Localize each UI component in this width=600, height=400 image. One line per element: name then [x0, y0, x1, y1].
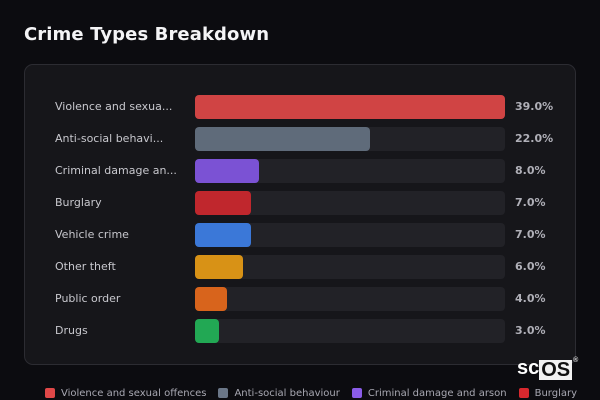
legend-item[interactable]: Burglary — [518, 386, 578, 400]
bar-row: Criminal damage an... 8.0% — [25, 159, 575, 183]
watermark-highlight: OS — [539, 359, 573, 381]
chart-card: Violence and sexua... 39.0% Anti-social be… — [24, 64, 576, 365]
bar-value: 8.0% — [515, 164, 546, 177]
bar-label: Criminal damage an... — [55, 164, 177, 177]
bar-row: Burglary 7.0% — [25, 191, 575, 215]
legend-label: Anti-social behaviour — [234, 387, 340, 399]
bar-track — [195, 287, 505, 311]
bar-label: Vehicle crime — [55, 228, 129, 241]
bar-track — [195, 319, 505, 343]
bar-row: Public order 4.0% — [25, 287, 575, 311]
bar-value: 4.0% — [515, 292, 546, 305]
bar-fill[interactable] — [195, 95, 505, 119]
bar-fill[interactable] — [195, 127, 370, 151]
watermark-reg: ® — [573, 357, 579, 364]
legend-label: Burglary — [534, 387, 578, 399]
bar-row: Drugs 3.0% — [25, 319, 575, 343]
watermark-logo: sc OS ® — [517, 357, 578, 380]
legend-item[interactable]: Criminal damage and arson — [351, 386, 507, 400]
bar-label: Violence and sexua... — [55, 100, 173, 113]
bar-fill[interactable] — [195, 191, 251, 215]
bar-label: Public order — [55, 292, 121, 305]
bar-fill[interactable] — [195, 159, 259, 183]
bar-row: Anti-social behavi... 22.0% — [25, 127, 575, 151]
page-title: Crime Types Breakdown — [24, 24, 270, 45]
bar-row: Violence and sexua... 39.0% — [25, 95, 575, 119]
bar-track — [195, 255, 505, 279]
bar-label: Other theft — [55, 260, 116, 273]
legend-swatch-icon — [518, 388, 529, 398]
bar-fill[interactable] — [195, 223, 251, 247]
legend-label: Criminal damage and arson — [367, 387, 507, 399]
watermark-prefix: sc — [517, 357, 540, 379]
legend-swatch-icon — [44, 388, 55, 398]
bar-value: 39.0% — [515, 100, 554, 113]
bar-label: Burglary — [55, 196, 102, 209]
bar-value: 7.0% — [515, 228, 546, 241]
bar-value: 3.0% — [515, 324, 546, 337]
bar-track — [195, 95, 505, 119]
bar-track — [195, 223, 505, 247]
bar-row: Vehicle crime 7.0% — [25, 223, 575, 247]
bar-value: 7.0% — [515, 196, 546, 209]
legend-swatch-icon — [351, 388, 362, 398]
legend-item[interactable]: Violence and sexual offences — [44, 386, 207, 400]
legend-item[interactable]: Anti-social behaviour — [218, 386, 340, 400]
bar-track — [195, 127, 505, 151]
legend-swatch-icon — [218, 388, 229, 398]
bar-fill[interactable] — [195, 319, 219, 343]
bar-track — [195, 159, 505, 183]
bar-label: Drugs — [55, 324, 88, 337]
bar-value: 6.0% — [515, 260, 546, 273]
bar-row: Other theft 6.0% — [25, 255, 575, 279]
bar-label: Anti-social behavi... — [55, 132, 164, 145]
chart-legend: Violence and sexual offences Anti-social … — [0, 386, 600, 400]
legend-label: Violence and sexual offences — [60, 387, 207, 399]
bar-value: 22.0% — [515, 132, 554, 145]
bar-fill[interactable] — [195, 287, 227, 311]
bar-track — [195, 191, 505, 215]
bar-fill[interactable] — [195, 255, 243, 279]
